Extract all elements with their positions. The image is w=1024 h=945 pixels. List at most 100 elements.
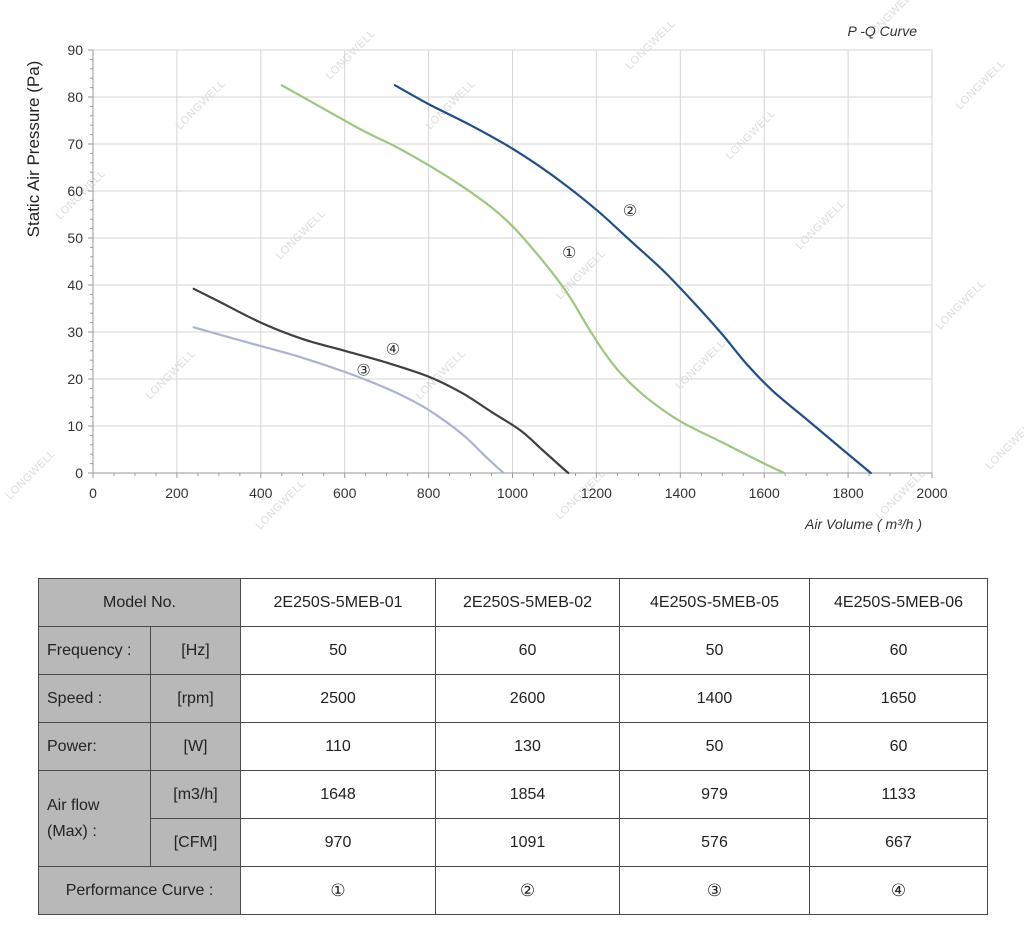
- table-cell: 50: [240, 626, 437, 675]
- curve-symbol-cell: ③: [619, 866, 811, 915]
- table-cell: 667: [809, 818, 989, 867]
- curve-4-line: [192, 287, 570, 475]
- curve-label-1: ①: [562, 243, 576, 262]
- table-cell: 970: [240, 818, 437, 867]
- row-unit: [m3/h]: [149, 770, 242, 819]
- x-tick-label: 600: [333, 485, 357, 501]
- performance-curve-label: Performance Curve :: [37, 866, 242, 915]
- model-cell: 2E250S-5MEB-01: [240, 578, 437, 627]
- curve-label-2: ②: [623, 201, 637, 220]
- table-cell: 979: [619, 770, 811, 819]
- y-tick-label: 0: [75, 465, 83, 481]
- table-row-frequency: Frequency : [Hz] 50 60 50 60: [38, 626, 989, 675]
- table-cell: 1400: [619, 674, 811, 723]
- curve-symbol-cell: ①: [240, 866, 437, 915]
- curve-1-line: [280, 84, 786, 475]
- x-tick-label: 1400: [665, 485, 696, 501]
- table-cell: 1648: [240, 770, 437, 819]
- watermark-text: LONGWELL: [724, 108, 779, 163]
- chart-grid: [93, 49, 933, 473]
- table-cell: 1854: [435, 770, 621, 819]
- airflow-label: Air flow (Max) :: [38, 770, 151, 867]
- table-cell: 130: [435, 722, 621, 771]
- table-row-airflow-cfm: [CFM] 970 1091 576 667: [39, 818, 989, 867]
- row-unit: [W]: [149, 722, 242, 771]
- y-tick-label: 10: [67, 418, 83, 434]
- watermark-text: LONGWELL: [274, 208, 329, 263]
- table-row-power: Power: [W] 110 130 50 60: [38, 722, 989, 771]
- table-cell: 60: [809, 626, 989, 675]
- table-cell: 576: [619, 818, 811, 867]
- airflow-label-line2: (Max) :: [47, 822, 97, 840]
- x-tick-label: 0: [89, 485, 97, 501]
- table-cell: 60: [435, 626, 621, 675]
- x-tick-label: 1200: [581, 485, 612, 501]
- pq-chart: LONGWELL LONGWELL LONGWELL LONGWELL LONGWELL…: [4, 0, 1024, 532]
- watermark-text: LONGWELL: [174, 78, 229, 133]
- y-tick-label: 90: [67, 42, 83, 58]
- watermark-text: LONGWELL: [954, 58, 1009, 113]
- watermark-text: LONGWELL: [984, 418, 1024, 473]
- y-tick-label: 50: [67, 230, 83, 246]
- row-unit: [rpm]: [149, 674, 242, 723]
- y-tick-label: 30: [67, 324, 83, 340]
- watermark-text: LONGWELL: [674, 338, 729, 393]
- curve-3-line: [192, 326, 505, 475]
- watermark-text: LONGWELL: [324, 28, 379, 83]
- x-axis-label: Air Volume ( m³/h ): [804, 516, 922, 532]
- chart-curve-labels: ① ② ③④: [356, 201, 637, 380]
- table-cell: 50: [619, 626, 811, 675]
- x-tick-label: 1600: [749, 485, 780, 501]
- x-tick-label: 1000: [497, 485, 528, 501]
- y-tick-label: 70: [67, 136, 83, 152]
- model-cell: 4E250S-5MEB-06: [809, 578, 989, 627]
- model-cell: 2E250S-5MEB-02: [435, 578, 621, 627]
- curve-label-4: ④: [386, 339, 400, 358]
- watermark-text: LONGWELL: [624, 18, 679, 73]
- table-cell: 1091: [435, 818, 621, 867]
- table-cell: 50: [619, 722, 811, 771]
- curve-symbol-cell: ②: [435, 866, 621, 915]
- watermark-text: LONGWELL: [794, 198, 849, 253]
- y-tick-label: 20: [67, 371, 83, 387]
- row-unit: [Hz]: [149, 626, 242, 675]
- spec-table: Model No. 2E250S-5MEB-01 2E250S-5MEB-02 …: [37, 578, 989, 915]
- x-tick-label: 200: [165, 485, 189, 501]
- table-cell: 110: [240, 722, 437, 771]
- model-cell: 4E250S-5MEB-05: [619, 578, 811, 627]
- curve-label-3: ③: [356, 361, 370, 380]
- x-tick-label: 1800: [833, 485, 864, 501]
- watermark-text: LONGWELL: [144, 348, 199, 403]
- chart-axes: [88, 49, 933, 478]
- y-tick-label: 80: [67, 89, 83, 105]
- x-tick-label: 800: [417, 485, 441, 501]
- watermark-text: LONGWELL: [4, 448, 59, 503]
- table-row-model: Model No. 2E250S-5MEB-01 2E250S-5MEB-02 …: [37, 578, 989, 627]
- x-tick-label: 2000: [916, 485, 947, 501]
- table-row-speed: Speed : [rpm] 2500 2600 1400 1650: [38, 674, 989, 723]
- chart-tick-labels: 0 200 400 600 800 1000 1200 1400 1600 1800 2000 0 10…: [67, 42, 947, 501]
- y-tick-label: 60: [67, 183, 83, 199]
- row-label: Power:: [38, 722, 151, 771]
- x-tick-label: 400: [249, 485, 273, 501]
- chart-title: P -Q Curve: [848, 23, 918, 39]
- model-header: Model No.: [37, 578, 242, 627]
- watermark-text: LONGWELL: [934, 278, 989, 333]
- table-cell: 60: [809, 722, 989, 771]
- curve-2-line: [393, 84, 872, 475]
- y-tick-label: 40: [67, 277, 83, 293]
- airflow-label-line1: Air flow: [47, 796, 100, 814]
- table-cell: 1650: [809, 674, 989, 723]
- table-row-performance-curve: Performance Curve : ① ② ③ ④: [37, 866, 989, 915]
- table-cell: 2600: [435, 674, 621, 723]
- table-cell: 2500: [240, 674, 437, 723]
- row-label: Speed :: [38, 674, 151, 723]
- table-cell: 1133: [809, 770, 989, 819]
- chart-curves: [192, 84, 872, 475]
- curve-symbol-cell: ④: [809, 866, 989, 915]
- row-unit: [CFM]: [149, 818, 242, 867]
- row-label: Frequency :: [38, 626, 151, 675]
- table-row-airflow-m3h: Air flow (Max) : [m3/h] 1648 1854 979 11…: [38, 770, 989, 867]
- y-axis-label: Static Air Pressure (Pa): [24, 61, 43, 238]
- watermark-layer: LONGWELL LONGWELL LONGWELL LONGWELL LONGWELL…: [4, 0, 1024, 532]
